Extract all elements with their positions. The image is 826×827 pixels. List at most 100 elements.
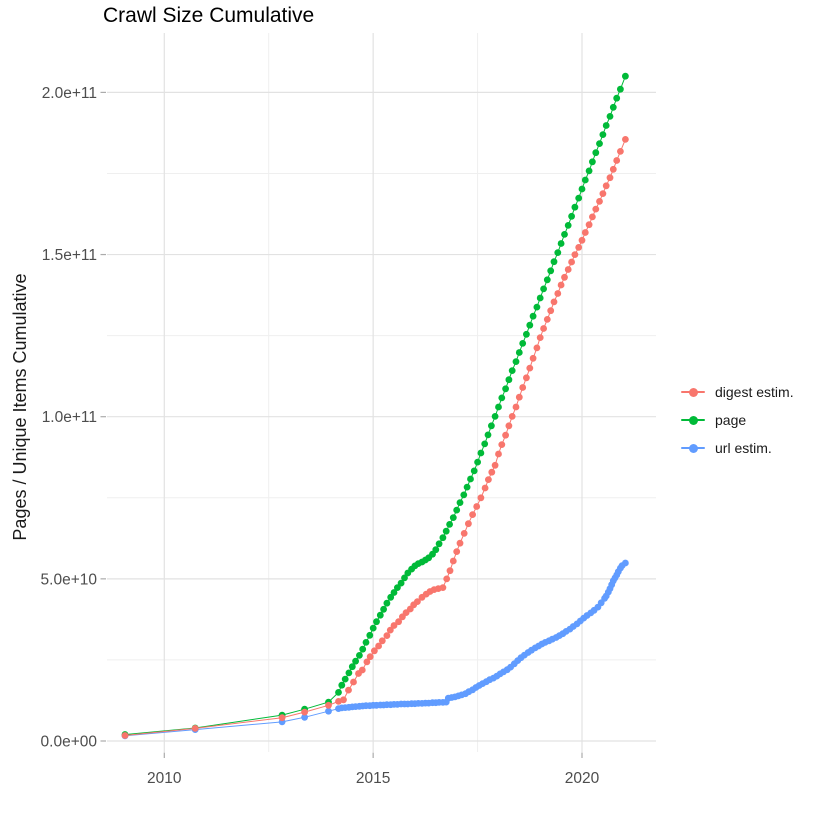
- data-point: [589, 214, 596, 221]
- data-point: [469, 511, 476, 518]
- data-point: [495, 404, 502, 411]
- data-point: [519, 384, 526, 391]
- series-line: [125, 139, 625, 735]
- data-point: [366, 632, 373, 639]
- legend-key-url-estim: [681, 439, 705, 457]
- data-point: [363, 639, 370, 646]
- data-point: [443, 576, 450, 583]
- data-point: [589, 158, 596, 165]
- data-point: [440, 584, 447, 591]
- data-point: [554, 290, 561, 297]
- data-point: [450, 514, 457, 521]
- data-point: [279, 714, 286, 721]
- data-point: [617, 148, 624, 155]
- data-point: [519, 340, 526, 347]
- data-point: [509, 413, 516, 420]
- data-point: [540, 325, 547, 332]
- data-point: [450, 558, 457, 565]
- data-point: [338, 682, 345, 689]
- data-point: [551, 258, 558, 265]
- series-line: [125, 76, 625, 734]
- data-point: [537, 295, 544, 302]
- data-point: [474, 459, 481, 466]
- data-point: [565, 222, 572, 229]
- data-point: [568, 213, 575, 220]
- data-point: [485, 476, 492, 483]
- data-point: [359, 667, 366, 674]
- data-point: [373, 618, 380, 625]
- x-axis-tick-label: 2020: [565, 770, 600, 787]
- data-point: [502, 432, 509, 439]
- data-point: [551, 299, 558, 306]
- data-point: [340, 696, 347, 703]
- legend-label: url estim.: [715, 440, 772, 456]
- data-point: [592, 206, 599, 213]
- data-point: [534, 345, 541, 352]
- data-point: [467, 476, 474, 483]
- data-point: [544, 276, 551, 283]
- data-point: [610, 166, 617, 173]
- data-point: [345, 687, 352, 694]
- data-point: [537, 334, 544, 341]
- data-point: [572, 251, 579, 258]
- data-point: [586, 168, 593, 175]
- legend-item-url-estim: url estim.: [681, 434, 794, 462]
- data-point: [464, 484, 471, 491]
- data-point: [565, 266, 572, 273]
- legend: digest estim. page url estim.: [681, 378, 794, 462]
- data-point: [509, 367, 516, 374]
- data-point: [502, 385, 509, 392]
- data-point: [554, 249, 561, 256]
- data-point: [432, 546, 439, 553]
- data-point: [460, 492, 467, 499]
- data-point: [561, 231, 568, 238]
- data-point: [544, 316, 551, 323]
- data-point: [346, 670, 353, 677]
- data-point: [453, 548, 460, 555]
- legend-point-icon: [689, 444, 698, 453]
- legend-key-page: [681, 411, 705, 429]
- data-point: [471, 468, 478, 475]
- data-point: [443, 528, 450, 535]
- data-point: [379, 637, 386, 644]
- legend-item-page: page: [681, 406, 794, 434]
- data-point: [506, 376, 513, 383]
- data-point: [436, 540, 443, 547]
- data-point: [526, 322, 533, 329]
- data-point: [516, 394, 523, 401]
- data-point: [534, 304, 541, 311]
- data-point: [350, 679, 357, 686]
- data-point: [603, 182, 610, 189]
- series-digest-estim: [122, 136, 629, 739]
- data-point: [610, 104, 617, 111]
- data-point: [492, 413, 499, 420]
- legend-label: digest estim.: [715, 384, 794, 400]
- data-point: [523, 331, 530, 338]
- data-point: [547, 267, 554, 274]
- data-point: [617, 86, 624, 93]
- data-point: [575, 244, 582, 251]
- data-point: [547, 307, 554, 314]
- legend-point-icon: [689, 388, 698, 397]
- data-point: [453, 507, 460, 514]
- data-point: [301, 709, 308, 716]
- data-point: [367, 653, 374, 660]
- data-point: [622, 560, 629, 567]
- data-point: [513, 358, 520, 365]
- data-point: [561, 274, 568, 281]
- data-point: [342, 676, 349, 683]
- data-point: [192, 725, 199, 732]
- y-axis-tick-label: 2.0e+11: [42, 85, 97, 102]
- data-point: [600, 131, 607, 138]
- data-point: [356, 652, 363, 659]
- data-point: [380, 606, 387, 613]
- data-point: [447, 567, 454, 574]
- data-point: [335, 689, 342, 696]
- legend-item-digest-estim: digest estim.: [681, 378, 794, 406]
- legend-point-icon: [689, 416, 698, 425]
- data-point: [513, 404, 520, 411]
- data-point: [613, 157, 620, 164]
- data-point: [352, 658, 359, 665]
- y-axis-tick-label: 0.0e+00: [41, 734, 98, 751]
- y-axis-tick-label: 1.5e+11: [42, 247, 97, 264]
